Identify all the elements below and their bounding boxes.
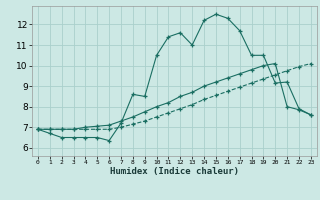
X-axis label: Humidex (Indice chaleur): Humidex (Indice chaleur)	[110, 167, 239, 176]
